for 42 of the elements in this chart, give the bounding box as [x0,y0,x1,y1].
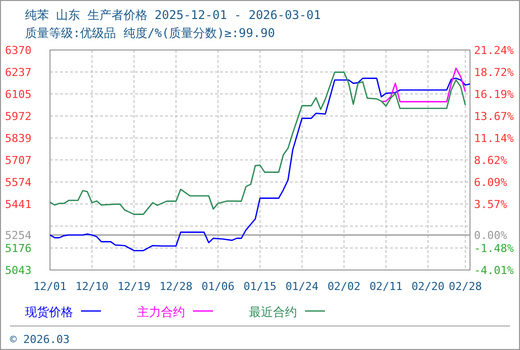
y-tick-label: 5574 [5,176,32,189]
y-tick-label: 5972 [5,110,32,123]
y-tick-label: 6105 [5,88,32,101]
x-tick-label: 12/10 [75,280,109,293]
x-tick-label: 12/28 [159,280,193,293]
y2-tick-label: 13.67% [474,110,514,123]
y2-tick-label: 6.09% [474,176,508,189]
x-tick-label: 01/15 [243,280,277,293]
y2-tick-label: 8.62% [474,154,508,167]
text: © 2026.03 [10,333,70,346]
x-tick-label: 01/06 [201,280,235,293]
y-tick-label: 5441 [5,198,32,212]
x-tick-label: 12/19 [117,280,151,293]
legend-label: 最近合约 [249,305,297,319]
y2-tick-label: -1.48% [474,242,514,255]
chart-subtitle: 质量等级:优级品 纯度/%(质量分数)≥:99.90 [25,26,275,40]
line-series [380,68,466,102]
x-tick-label: 02/20 [411,280,445,293]
y2-tick-label: 16.19% [474,88,514,101]
y-tick-label: 5254 [5,229,32,242]
x-tick-label: 01/24 [285,280,319,293]
y2-tick-label: 18.72% [474,66,514,79]
chart-title: 纯苯 山东 生产者价格 2025-12-01 - 2026-03-01 [25,8,321,22]
legend-label: 现货价格 [25,305,73,319]
y-tick-label: 5043 [5,264,32,277]
y2-tick-label: 11.14% [474,132,514,145]
y-tick-label: 5839 [5,132,32,146]
y-tick-label: 6370 [5,44,32,57]
x-tick-label: 02/11 [369,280,403,293]
y-tick-label: 6237 [5,66,32,80]
y2-tick-label: 0.00% [474,229,508,242]
x-tick-label: 02/28 [448,280,482,293]
y2-tick-label: 21.24% [474,44,514,57]
x-tick-label: 12/01 [33,280,67,293]
legend-label: 主力合约 [137,305,185,319]
line-series [49,78,471,252]
x-tick-label: 02/02 [327,280,361,293]
y-tick-label: 5707 [5,154,32,167]
y2-tick-label: -4.01% [474,264,514,277]
y-tick-label: 5176 [5,242,32,255]
line-series [49,72,466,215]
y2-tick-label: 3.57% [474,198,508,211]
